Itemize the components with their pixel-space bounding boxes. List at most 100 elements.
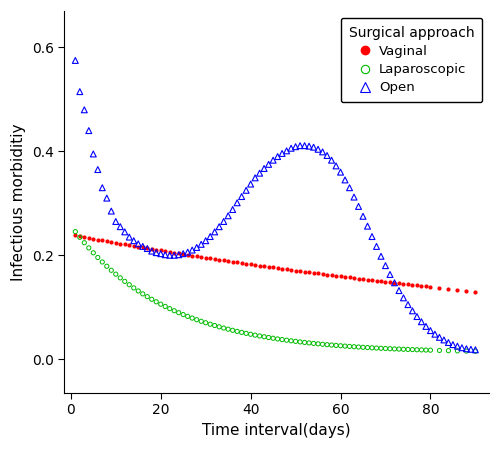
Point: [148, 245, 156, 252]
Point: [238, 193, 246, 200]
X-axis label: Time interval(days): Time interval(days): [202, 423, 351, 438]
Point: [80, 239, 88, 247]
Point: [224, 212, 232, 220]
Point: [121, 228, 129, 235]
Point: [318, 148, 326, 155]
Point: [310, 340, 318, 347]
Point: [233, 328, 241, 335]
Point: [134, 240, 142, 247]
Point: [346, 274, 354, 281]
Point: [454, 343, 462, 350]
Point: [454, 347, 462, 354]
Point: [332, 272, 340, 279]
Point: [354, 203, 362, 210]
Point: [300, 339, 308, 346]
Point: [359, 213, 367, 220]
Point: [220, 218, 228, 225]
Point: [462, 348, 470, 355]
Point: [72, 57, 80, 64]
Point: [404, 346, 412, 353]
Point: [386, 271, 394, 278]
Point: [179, 251, 187, 258]
Point: [188, 252, 196, 259]
Point: [112, 239, 120, 247]
Point: [156, 250, 164, 257]
Point: [282, 266, 290, 273]
Point: [269, 264, 277, 271]
Point: [341, 176, 349, 184]
Point: [94, 166, 102, 173]
Point: [300, 142, 308, 149]
Point: [256, 170, 264, 177]
Point: [296, 339, 304, 346]
Point: [323, 152, 331, 159]
Point: [296, 268, 304, 275]
Point: [184, 251, 192, 258]
Point: [246, 180, 254, 188]
Point: [228, 206, 236, 213]
Point: [98, 237, 106, 244]
Point: [139, 243, 147, 250]
Point: [215, 223, 223, 230]
Point: [170, 307, 178, 314]
Point: [161, 247, 169, 255]
Point: [116, 274, 124, 282]
Point: [103, 238, 111, 245]
Point: [85, 234, 93, 242]
Point: [76, 234, 84, 241]
Point: [80, 233, 88, 241]
Point: [436, 347, 444, 354]
Point: [206, 233, 214, 240]
Point: [346, 343, 354, 350]
Point: [354, 275, 362, 282]
Point: [94, 236, 102, 243]
Point: [94, 254, 102, 261]
Point: [233, 259, 241, 266]
Point: [116, 240, 124, 247]
Point: [251, 261, 259, 269]
Point: [85, 244, 93, 251]
Point: [224, 257, 232, 264]
Point: [143, 293, 151, 300]
Point: [126, 242, 134, 249]
Point: [372, 243, 380, 250]
Point: [408, 281, 416, 288]
Point: [116, 223, 124, 230]
Point: [418, 346, 426, 353]
Point: [287, 266, 295, 273]
Point: [184, 249, 192, 256]
Point: [413, 313, 421, 320]
Point: [440, 336, 448, 343]
Point: [323, 341, 331, 348]
Point: [161, 303, 169, 310]
Point: [354, 343, 362, 351]
Point: [170, 249, 178, 256]
Point: [228, 258, 236, 265]
Point: [408, 346, 416, 353]
Point: [400, 280, 407, 287]
Point: [121, 278, 129, 285]
Point: [148, 247, 156, 255]
Point: [220, 257, 228, 264]
Point: [121, 241, 129, 248]
Point: [192, 244, 200, 251]
Point: [332, 163, 340, 170]
Point: [108, 267, 116, 274]
Point: [206, 321, 214, 328]
Point: [274, 264, 281, 272]
Point: [210, 255, 218, 263]
Point: [210, 228, 218, 235]
Point: [404, 301, 412, 308]
Point: [305, 339, 313, 347]
Point: [341, 343, 349, 350]
Point: [192, 253, 200, 260]
Point: [305, 143, 313, 150]
Point: [274, 335, 281, 343]
Point: [400, 346, 407, 353]
Point: [328, 157, 336, 164]
Point: [458, 344, 466, 351]
Point: [202, 319, 209, 326]
Point: [400, 294, 407, 301]
Point: [103, 194, 111, 202]
Point: [390, 279, 398, 286]
